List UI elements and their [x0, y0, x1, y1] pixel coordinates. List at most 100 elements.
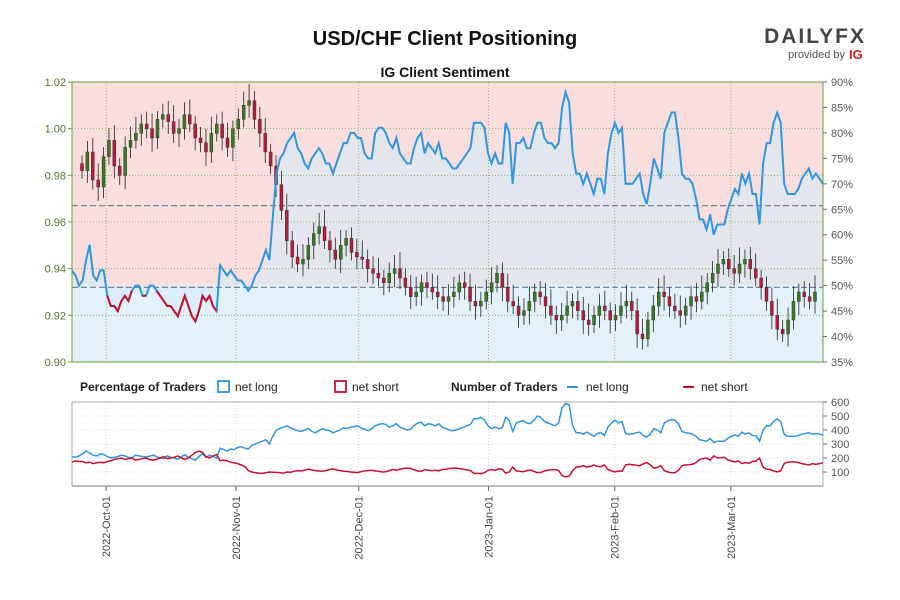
candle-body	[188, 114, 192, 125]
candle-body	[360, 256, 364, 260]
candle-body	[619, 305, 623, 316]
price-candle	[764, 276, 769, 311]
candle-body	[538, 291, 542, 297]
candle-body	[166, 114, 170, 122]
date-axis: 2022-Oct-01 2022-Nov-01 2022-Dec-01 2023-Ja…	[72, 485, 823, 560]
candle-body	[155, 119, 160, 139]
candle-body	[398, 268, 402, 279]
candle-body	[263, 133, 267, 153]
price-candle	[231, 120, 235, 162]
candle-body	[198, 137, 203, 143]
candle-body	[732, 268, 736, 274]
candle-body	[554, 315, 559, 321]
price-candle	[328, 231, 332, 263]
candle-body	[268, 151, 273, 167]
candle-body	[775, 315, 779, 330]
price-candle	[689, 285, 693, 320]
price-candle	[161, 103, 165, 128]
price-candle	[721, 251, 726, 275]
price-candle	[468, 273, 472, 311]
candle-body	[306, 245, 311, 260]
price-candle	[360, 240, 364, 269]
price-candle	[150, 113, 154, 152]
sentiment-tick-label: 35%	[831, 357, 853, 369]
candle-body	[430, 287, 435, 293]
price-candle	[171, 105, 176, 143]
price-tick-label: 0.96	[45, 217, 66, 229]
price-candle	[694, 282, 699, 313]
price-candle	[123, 136, 127, 190]
price-candle	[198, 127, 203, 153]
candle-body	[651, 305, 656, 321]
date-tick-label: 2022-Nov-01	[231, 496, 243, 560]
price-candle	[419, 274, 424, 306]
legend-traders-short-label: net short	[701, 380, 748, 394]
price-candle	[802, 281, 806, 308]
price-candle	[603, 290, 607, 321]
price-candle	[780, 319, 785, 343]
candle-body	[656, 291, 661, 307]
traders-tick-label: 500	[831, 411, 849, 423]
candle-body	[409, 287, 413, 297]
candle-body	[700, 291, 704, 302]
price-candle	[511, 284, 515, 315]
candle-body	[754, 268, 758, 279]
legend-net-long-swatch	[217, 380, 230, 393]
candle-body	[786, 319, 790, 335]
legend-net-short-swatch	[334, 380, 347, 393]
price-candle	[80, 155, 84, 179]
candle-body	[376, 273, 381, 279]
candle-body	[743, 259, 747, 265]
price-candle	[317, 212, 321, 245]
price-candle	[215, 114, 219, 142]
price-candle	[716, 248, 720, 288]
sentiment-tick-label: 85%	[831, 102, 853, 114]
price-candle	[581, 296, 585, 334]
price-candle	[543, 282, 548, 319]
price-candle	[732, 254, 736, 286]
sentiment-tick-label: 80%	[831, 128, 853, 140]
candle-body	[204, 142, 208, 153]
date-tick-label: 2022-Oct-01	[101, 496, 113, 557]
price-candle	[301, 244, 305, 277]
candle-body	[527, 301, 532, 311]
candle-body	[220, 123, 224, 139]
candle-body	[123, 147, 127, 176]
price-candle	[430, 273, 435, 301]
price-candle	[263, 118, 267, 163]
candle-body	[182, 114, 187, 129]
price-candle	[775, 298, 779, 341]
candle-body	[705, 282, 709, 293]
price-candle	[452, 276, 456, 308]
dailyfx-logo: DAILYFX provided by IG	[764, 25, 864, 62]
price-candle	[258, 106, 262, 148]
price-candle	[204, 128, 208, 166]
price-candle	[748, 246, 753, 280]
price-candle	[371, 256, 375, 285]
candle-body	[807, 296, 812, 302]
candle-body	[802, 291, 806, 297]
candle-body	[813, 291, 817, 302]
candle-body	[80, 163, 84, 171]
candle-body	[646, 319, 650, 339]
legend-number-heading: Number of Traders	[451, 380, 558, 394]
candle-body	[209, 133, 214, 153]
candle-body	[436, 291, 440, 297]
price-tick-label: 0.90	[45, 357, 66, 369]
candle-body	[727, 259, 731, 269]
price-candle	[188, 99, 192, 133]
candle-body	[683, 305, 688, 316]
price-candle	[247, 84, 251, 118]
candle-body	[91, 151, 95, 181]
sentiment-tick-label: 40%	[831, 332, 853, 344]
candle-body	[441, 296, 445, 302]
price-candle	[743, 249, 747, 278]
candle-body	[101, 156, 106, 188]
candle-body	[630, 301, 634, 311]
price-candle	[813, 275, 817, 314]
price-candle	[489, 267, 494, 305]
price-candle	[241, 91, 246, 128]
price-candle	[382, 269, 386, 296]
date-tick-label: 2023-Mar-01	[726, 496, 738, 559]
